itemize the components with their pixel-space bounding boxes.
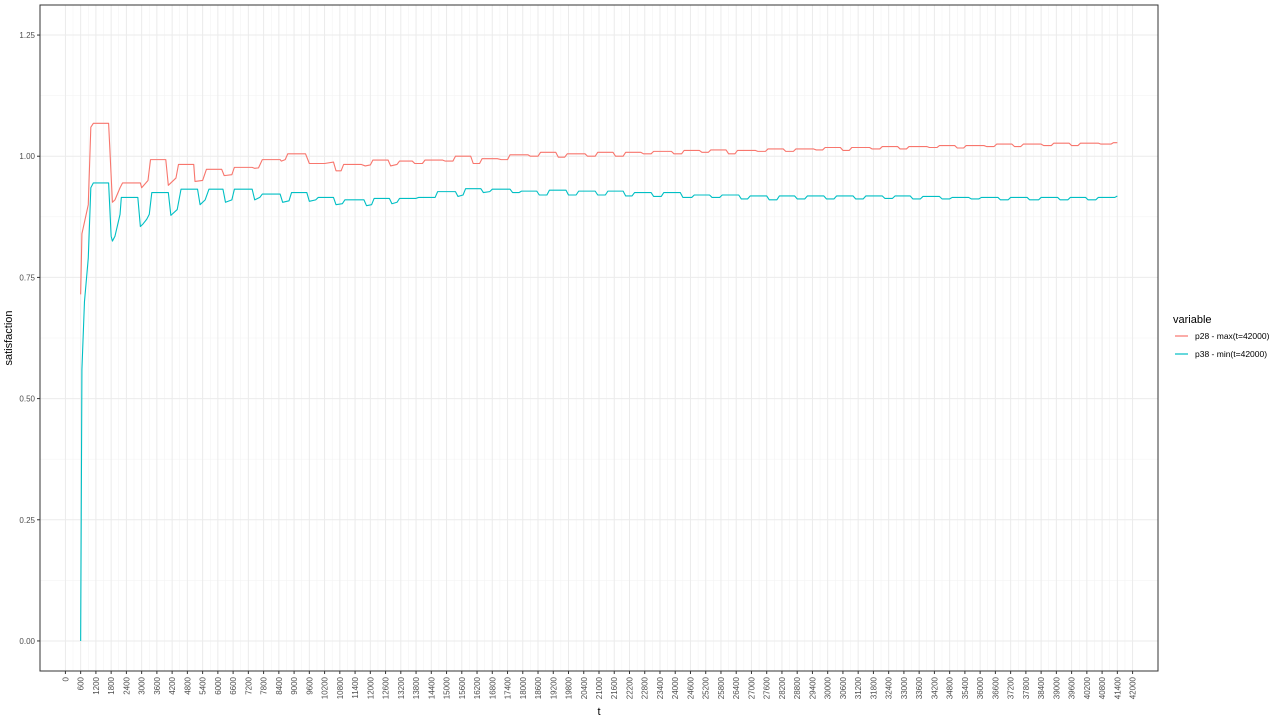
x-tick-label: 10200 [321, 676, 330, 699]
x-tick-label: 7200 [244, 676, 253, 694]
x-tick-label: 22800 [641, 676, 650, 699]
series-lines [80, 122, 1118, 641]
x-tick-label: 12000 [366, 676, 375, 699]
x-tick-label: 8400 [275, 676, 284, 694]
x-tick-label: 41400 [1113, 676, 1122, 699]
y-tick-label: 0.00 [19, 637, 35, 646]
x-tick-label: 16200 [473, 676, 482, 699]
x-tick-label: 15600 [458, 676, 467, 699]
legend: variable p28 - max(t=42000) p38 - min(t=4… [1173, 314, 1270, 363]
x-tick-label: 33000 [900, 676, 909, 699]
y-tick-label: 1.00 [19, 152, 35, 161]
x-tick-label: 26400 [732, 676, 741, 699]
legend-title: variable [1173, 314, 1212, 326]
x-tick-label: 19200 [549, 676, 558, 699]
x-tick-label: 40800 [1098, 676, 1107, 699]
series-line-2 [80, 182, 1118, 641]
x-tick-label: 28200 [778, 676, 787, 699]
x-tick-label: 9000 [290, 676, 299, 694]
x-tick-label: 31200 [854, 676, 863, 699]
x-tick-label: 12600 [382, 676, 391, 699]
x-tick-label: 28800 [793, 676, 802, 699]
x-tick-label: 30600 [839, 676, 848, 699]
x-tick-label: 4200 [168, 676, 177, 694]
y-tick-label: 0.25 [19, 516, 35, 525]
x-tick-label: 32400 [885, 676, 894, 699]
x-tick-label: 2400 [122, 676, 131, 694]
x-tick-label: 15000 [443, 676, 452, 699]
x-tick-label: 9600 [305, 676, 314, 694]
x-tick-label: 39000 [1052, 676, 1061, 699]
x-axis-title: t [597, 706, 600, 718]
y-tick-label: 0.50 [19, 395, 35, 404]
x-tick-label: 37200 [1007, 676, 1016, 699]
x-tick-label: 13800 [412, 676, 421, 699]
x-tick-label: 14400 [427, 676, 436, 699]
x-tick-label: 18000 [519, 676, 528, 699]
x-tick-label: 31800 [869, 676, 878, 699]
y-tick-label: 0.75 [19, 273, 35, 282]
x-tick-label: 38400 [1037, 676, 1046, 699]
x-tick-label: 39600 [1068, 676, 1077, 699]
y-axis: 0.00 0.25 0.50 0.75 1.00 1.25 [19, 31, 40, 646]
x-tick-label: 16800 [488, 676, 497, 699]
x-tick-label: 18600 [534, 676, 543, 699]
x-tick-label: 34200 [930, 676, 939, 699]
x-tick-label: 5400 [199, 676, 208, 694]
x-tick-label: 3000 [138, 676, 147, 694]
major-gridlines [40, 5, 1158, 671]
x-tick-label: 30000 [824, 676, 833, 699]
x-tick-label: 19800 [565, 676, 574, 699]
x-tick-label: 33600 [915, 676, 924, 699]
x-tick-label: 1800 [107, 676, 116, 694]
x-tick-label: 35400 [961, 676, 970, 699]
y-tick-label: 1.25 [19, 31, 35, 40]
x-tick-label: 27600 [763, 676, 772, 699]
x-tick-label: 22200 [625, 676, 634, 699]
x-tick-label: 1200 [92, 676, 101, 694]
legend-label-1: p28 - max(t=42000) [1195, 331, 1270, 341]
x-tick-label: 600 [77, 676, 86, 690]
x-tick-label: 34800 [946, 676, 955, 699]
x-tick-label: 29400 [808, 676, 817, 699]
x-tick-label: 6000 [214, 676, 223, 694]
x-tick-label: 4800 [183, 676, 192, 694]
x-tick-label: 3600 [153, 676, 162, 694]
series-line-1 [80, 122, 1118, 295]
legend-label-2: p38 - min(t=42000) [1195, 349, 1267, 359]
x-tick-label: 7800 [260, 676, 269, 694]
x-tick-label: 21000 [595, 676, 604, 699]
x-tick-label: 24000 [671, 676, 680, 699]
x-tick-label: 17400 [504, 676, 513, 699]
x-tick-label: 37800 [1022, 676, 1031, 699]
x-axis: 0 600 1200 1800 2400 3000 3600 4200 4800 5400 6000… [61, 671, 1138, 699]
x-tick-label: 23400 [656, 676, 665, 699]
x-tick-label: 0 [61, 676, 70, 681]
y-axis-title: satisfaction [3, 310, 15, 365]
x-tick-label: 10800 [336, 676, 345, 699]
x-tick-label: 25800 [717, 676, 726, 699]
x-tick-label: 21600 [610, 676, 619, 699]
x-tick-label: 36600 [991, 676, 1000, 699]
x-tick-label: 13200 [397, 676, 406, 699]
x-tick-label: 20400 [580, 676, 589, 699]
x-tick-label: 11400 [351, 676, 360, 698]
x-tick-label: 27000 [747, 676, 756, 699]
x-tick-label: 24600 [686, 676, 695, 699]
x-tick-label: 25200 [702, 676, 711, 699]
x-tick-label: 36000 [976, 676, 985, 699]
x-tick-label: 6600 [229, 676, 238, 694]
x-tick-label: 40200 [1083, 676, 1092, 699]
x-tick-label: 42000 [1129, 676, 1138, 699]
